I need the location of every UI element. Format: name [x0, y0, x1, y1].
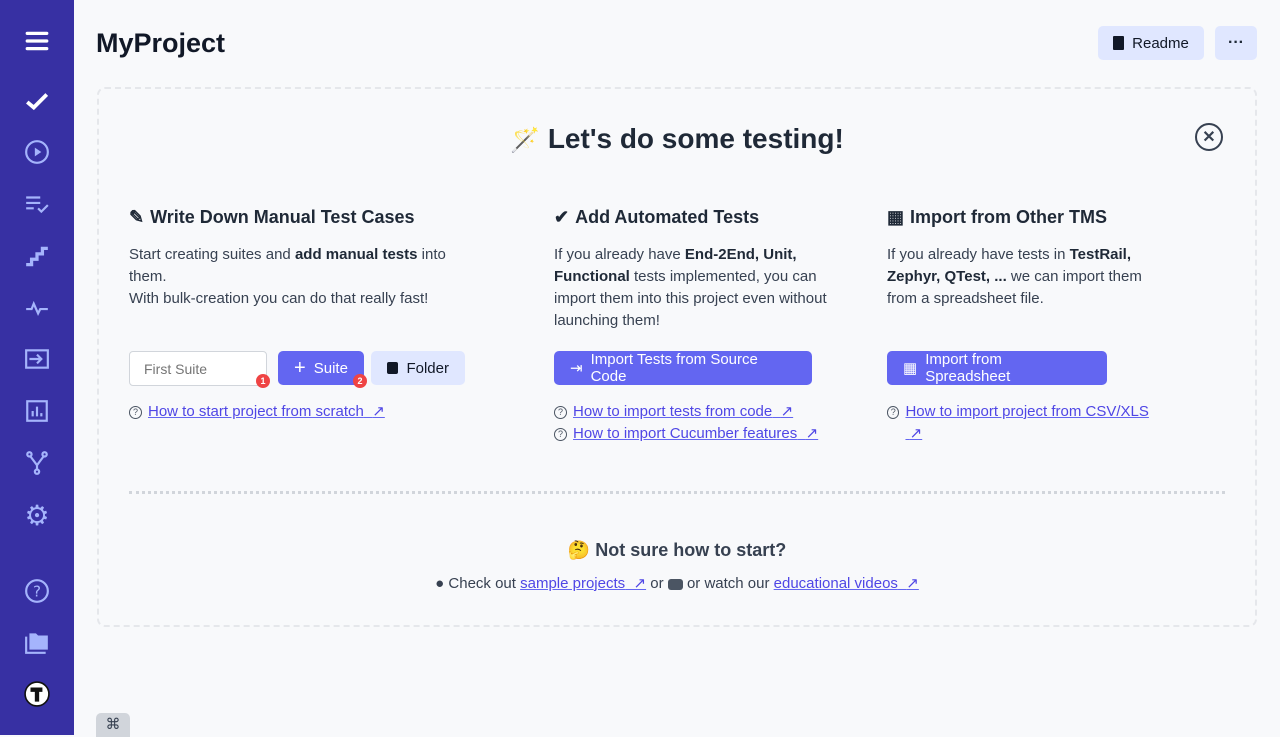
steps-stairs-icon[interactable]: [22, 241, 52, 271]
help-icon: ?: [129, 406, 142, 419]
import-cucumber-link[interactable]: How to import Cucumber features ↗: [573, 425, 819, 442]
settings-gear-icon[interactable]: ⚙: [24, 499, 50, 531]
manual-tests-column: ✎ Write Down Manual Test Cases Start crea…: [129, 207, 469, 310]
svg-text:?: ?: [33, 582, 41, 600]
or-text: or: [650, 575, 664, 592]
not-sure-heading: 🤔 Not sure how to start?: [99, 540, 1255, 561]
not-sure-title: Not sure how to start?: [595, 540, 787, 560]
plus-icon: +: [294, 356, 306, 379]
import-icon[interactable]: [22, 344, 52, 374]
suite-label: Suite: [313, 359, 348, 377]
csv-help-row: ? How to import project from CSV/XLS ↗: [887, 401, 1157, 445]
help-resources-line: ● Check out sample projects ↗ or or watc…: [99, 574, 1255, 592]
badge-2: 2: [353, 374, 367, 388]
help-icon: ?: [554, 428, 567, 441]
table-icon: ▦: [903, 360, 918, 377]
check-out-text: Check out: [448, 575, 516, 592]
manual-title: Write Down Manual Test Cases: [150, 207, 415, 227]
scratch-help-row: ? How to start project from scratch ↗: [129, 401, 385, 423]
magic-wand-icon: 🪄: [510, 127, 541, 154]
suite-name-input[interactable]: [129, 351, 267, 386]
automated-description: If you already have End-2End, Unit, Func…: [554, 246, 827, 329]
divider: [129, 491, 1225, 494]
add-suite-button[interactable]: + Suite: [278, 351, 364, 385]
automated-title: Add Automated Tests: [575, 207, 760, 227]
add-folder-button[interactable]: Folder: [371, 351, 465, 385]
github-icon: ●: [435, 575, 445, 592]
page-title: MyProject: [96, 28, 226, 58]
readme-label: Readme: [1132, 34, 1189, 52]
magic-pen-icon: ✎: [129, 207, 145, 227]
youtube-icon: [667, 578, 683, 590]
or-watch-text: or watch our: [686, 575, 770, 592]
import-csv-link[interactable]: How to import project from CSV/XLS ↗: [905, 403, 1149, 442]
welcome-heading: 🪄 Let's do some testing!: [99, 123, 1255, 155]
import-spreadsheet-button[interactable]: ▦ Import from Spreadsheet: [887, 351, 1107, 385]
reports-chart-icon[interactable]: [22, 396, 52, 426]
plans-list-check-icon[interactable]: [22, 189, 52, 219]
import-from-code-link[interactable]: How to import tests from code ↗: [573, 403, 794, 420]
import-source-code-button[interactable]: ⇥ Import Tests from Source Code: [554, 351, 812, 385]
branches-fork-icon[interactable]: [22, 448, 52, 478]
sample-projects-link[interactable]: sample projects ↗: [520, 575, 647, 592]
readme-button[interactable]: Readme: [1098, 26, 1204, 60]
book-icon: [1113, 36, 1125, 50]
folder-plus-icon: [387, 362, 399, 374]
close-button[interactable]: ✕: [1195, 123, 1223, 151]
command-palette-button[interactable]: ⌘: [96, 713, 130, 737]
cucumber-help-row: ? How to import Cucumber features ↗: [554, 423, 818, 445]
check-circle-icon: ✔: [554, 207, 570, 227]
analytics-pulse-icon[interactable]: [22, 293, 52, 323]
runs-play-icon[interactable]: [22, 137, 52, 167]
code-help-row: ? How to import tests from code ↗: [554, 401, 793, 423]
getting-started-panel: 🪄 Let's do some testing! ✕ ✎ Write Down M…: [97, 87, 1257, 627]
tests-check-icon[interactable]: [22, 86, 52, 116]
import-spreadsheet-label: Import from Spreadsheet: [925, 351, 1011, 385]
start-from-scratch-link[interactable]: How to start project from scratch ↗: [148, 403, 385, 420]
import-source-label: Import Tests from Source Code: [590, 351, 758, 385]
profile-avatar[interactable]: [22, 679, 52, 709]
help-icon: ?: [887, 406, 900, 419]
thinking-emoji: 🤔: [567, 540, 591, 560]
table-icon: ▦: [887, 207, 905, 227]
tms-column: ▦ Import from Other TMS If you already ha…: [887, 207, 1157, 310]
tms-description: If you already have tests in TestRail, Z…: [887, 246, 1142, 307]
help-question-icon[interactable]: ?: [22, 576, 52, 606]
projects-folder-icon[interactable]: [22, 627, 52, 657]
sidebar: ⚙ ?: [0, 0, 74, 735]
menu-icon[interactable]: [22, 26, 52, 56]
more-options-button[interactable]: ···: [1215, 26, 1257, 60]
badge-1: 1: [256, 374, 270, 388]
import-icon: ⇥: [570, 360, 583, 377]
educational-videos-link[interactable]: educational videos ↗: [773, 575, 919, 592]
heading-text: Let's do some testing!: [547, 123, 844, 154]
folder-label: Folder: [406, 359, 449, 377]
automated-tests-column: ✔ Add Automated Tests If you already have…: [554, 207, 834, 332]
help-icon: ?: [554, 406, 567, 419]
tms-title: Import from Other TMS: [910, 207, 1108, 227]
manual-description: Start creating suites and add manual tes…: [129, 246, 446, 307]
